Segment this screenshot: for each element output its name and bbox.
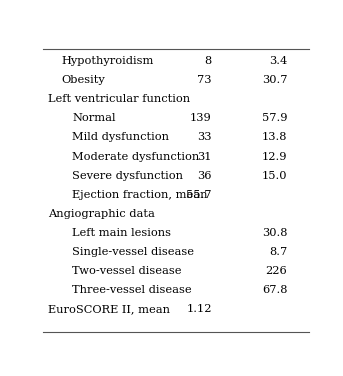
Text: Moderate dysfunction: Moderate dysfunction: [72, 152, 199, 162]
Text: Ejection fraction, mean: Ejection fraction, mean: [72, 190, 208, 200]
Text: 31: 31: [197, 152, 212, 162]
Text: 15.0: 15.0: [262, 171, 287, 181]
Text: 36: 36: [197, 171, 212, 181]
Text: 57.9: 57.9: [262, 114, 287, 123]
Text: 8: 8: [204, 56, 212, 66]
Text: EuroSCORE II, mean: EuroSCORE II, mean: [48, 305, 170, 314]
Text: 3.4: 3.4: [269, 56, 287, 66]
Text: 73: 73: [197, 75, 212, 85]
Text: 55.7: 55.7: [186, 190, 212, 200]
Text: Normal: Normal: [72, 114, 116, 123]
Text: 226: 226: [266, 266, 287, 276]
Text: 67.8: 67.8: [262, 285, 287, 295]
Text: Left main lesions: Left main lesions: [72, 228, 171, 238]
Text: Obesity: Obesity: [61, 75, 105, 85]
Text: 139: 139: [190, 114, 212, 123]
Text: Single-vessel disease: Single-vessel disease: [72, 247, 194, 257]
Text: 13.8: 13.8: [262, 132, 287, 143]
Text: Severe dysfunction: Severe dysfunction: [72, 171, 183, 181]
Text: Angiographic data: Angiographic data: [48, 209, 155, 219]
Text: 30.7: 30.7: [262, 75, 287, 85]
Text: 33: 33: [197, 132, 212, 143]
Text: Two-vessel disease: Two-vessel disease: [72, 266, 181, 276]
Text: Left ventricular function: Left ventricular function: [48, 94, 190, 104]
Text: Mild dysfunction: Mild dysfunction: [72, 132, 169, 143]
Text: 8.7: 8.7: [269, 247, 287, 257]
Text: Three-vessel disease: Three-vessel disease: [72, 285, 192, 295]
Text: 1.12: 1.12: [186, 305, 212, 314]
Text: 30.8: 30.8: [262, 228, 287, 238]
Text: 12.9: 12.9: [262, 152, 287, 162]
Text: Hypothyroidism: Hypothyroidism: [61, 56, 154, 66]
